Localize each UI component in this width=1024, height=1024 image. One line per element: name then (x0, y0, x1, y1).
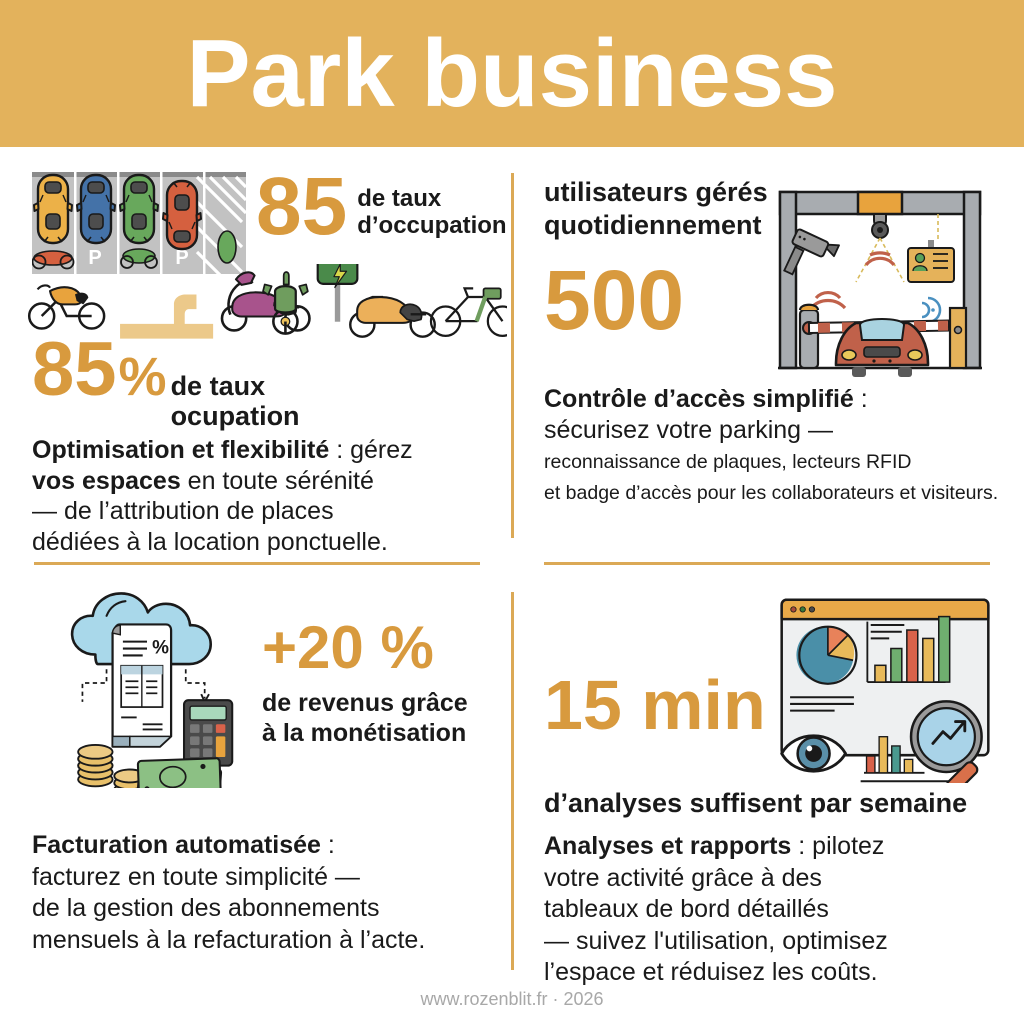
svg-text:P: P (330, 264, 343, 265)
svg-text:%: % (152, 638, 169, 659)
